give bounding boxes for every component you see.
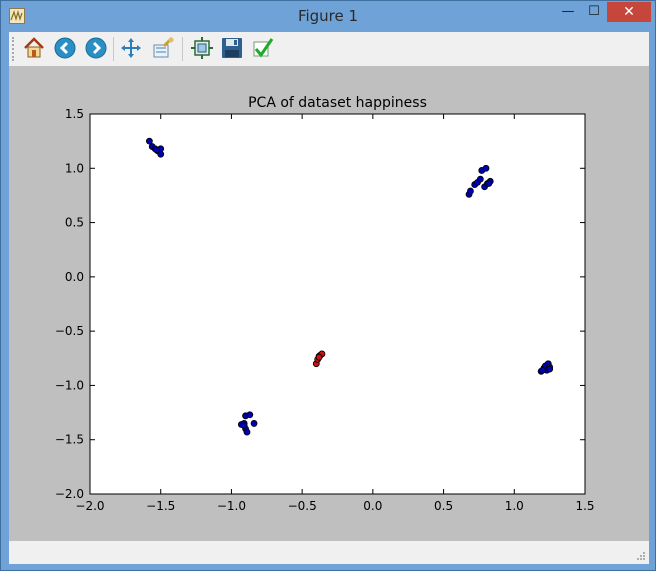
scatter-point [485,180,493,187]
navigation-toolbar [9,32,649,66]
zoom-rect-icon [153,36,174,58]
scatter-point [467,187,474,195]
y-tick-label: 1.0 [65,161,84,175]
pan-button[interactable] [119,36,143,60]
chart-title: PCA of dataset happiness [248,95,427,111]
y-tick-label: 1.5 [65,107,84,121]
scatter-point [145,137,153,145]
x-tick-label: 0.5 [434,499,453,513]
y-tick-label: −0.5 [55,324,84,338]
forward-button[interactable] [84,36,108,60]
edit-parameters-button[interactable] [251,36,275,60]
scatter-point [243,428,251,436]
scatter-point [315,353,323,361]
status-bar [9,541,649,564]
maximize-button[interactable]: ☐ [588,4,600,19]
y-tick-label: −1.0 [55,378,84,392]
back-button[interactable] [53,36,77,60]
x-tick-label: −2.0 [75,499,104,513]
scatter-point [546,365,554,373]
x-tick-label: −1.5 [146,499,175,513]
x-tick-label: −1.0 [217,499,246,513]
resize-grip-icon[interactable] [636,551,646,561]
y-tick-label: 0.0 [65,270,84,284]
window-title: Figure 1 [297,7,359,25]
y-tick-label: −1.5 [55,433,84,447]
toolbar-grip[interactable] [12,37,17,61]
configure-subplots-icon [191,37,213,59]
scatter-point [250,420,258,427]
home-icon [24,37,44,58]
app-icon[interactable] [9,8,25,24]
y-tick-label: −2.0 [55,487,84,501]
subplots-button[interactable] [190,36,214,60]
scatter-point [153,146,160,154]
arrow-left-icon [54,37,76,59]
x-tick-label: 1.5 [575,499,594,513]
move-arrows-icon [121,38,141,58]
axes-frame [89,113,586,495]
scatter-points [145,137,554,436]
toolbar-separator [182,37,183,61]
floppy-disk-icon [222,38,242,58]
x-tick-label: −0.5 [288,499,317,513]
axes-background [90,114,585,494]
title-bar[interactable]: Figure 1 — ☐ ✕ [1,1,655,32]
y-tick-label: 0.5 [65,216,84,230]
arrow-right-icon [85,37,107,59]
figure-canvas[interactable]: PCA of dataset happiness −2.0 −1.5 −1.0 −0.… [9,66,649,541]
home-button[interactable] [22,36,46,60]
scatter-point [240,422,248,430]
close-button[interactable]: ✕ [607,2,651,22]
scatter-point [539,366,546,374]
scatter-chart[interactable]: PCA of dataset happiness −2.0 −1.5 −1.0 −0.… [9,66,649,541]
scatter-point [482,164,490,172]
toolbar-separator [113,37,114,61]
scatter-point [476,175,484,183]
checkmark-icon [253,38,274,58]
zoom-button[interactable] [152,36,176,60]
x-tick-label: 0.0 [363,499,382,513]
minimize-button[interactable]: — [561,4,575,19]
x-tick-label: 1.0 [505,499,524,513]
x-axis-ticks: −2.0 −1.5 −1.0 −0.5 0.0 0.5 1.0 1.5 [75,114,595,513]
save-button[interactable] [220,36,244,60]
scatter-point [246,411,254,419]
